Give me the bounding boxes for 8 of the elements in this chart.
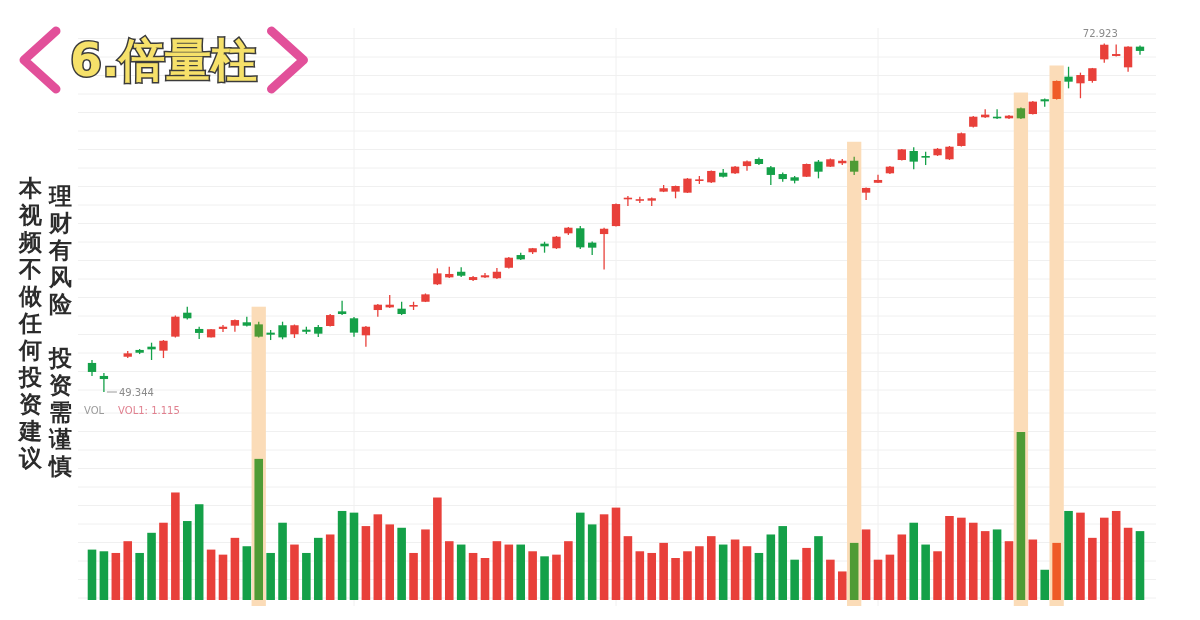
text: 投资需谨慎 xyxy=(46,345,72,479)
title: 6.倍量柱 xyxy=(70,33,258,87)
text: 理财有风险 xyxy=(47,183,73,317)
text: 本视频不做任何投资建议 xyxy=(18,175,42,471)
annotation: 49.344 xyxy=(118,386,154,398)
text: VOL1: 1.115 xyxy=(118,405,180,416)
annotation: 72.923 xyxy=(1082,27,1118,39)
text: VOL xyxy=(84,405,105,416)
